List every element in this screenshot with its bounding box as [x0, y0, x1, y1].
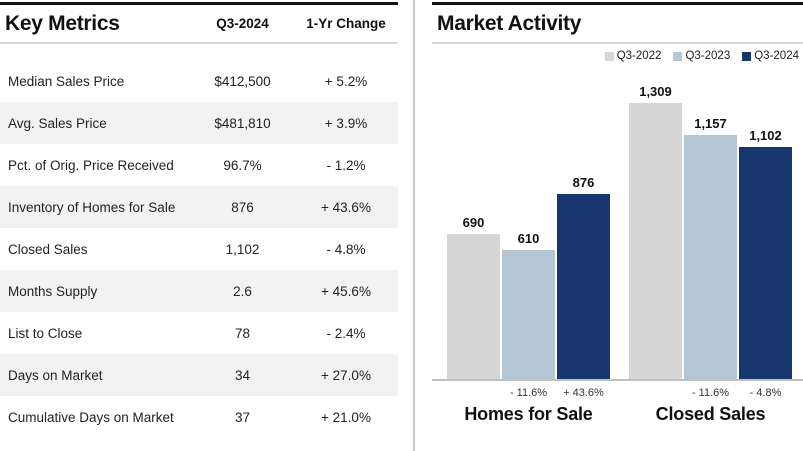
- key-metrics-title: Key Metrics: [5, 11, 120, 35]
- metric-value: 37: [234, 409, 251, 425]
- metric-label: Inventory of Homes for Sale: [8, 199, 176, 215]
- bar-pct-change: + 43.6%: [563, 387, 604, 399]
- header-underline: [432, 42, 803, 44]
- metric-label: Pct. of Orig. Price Received: [8, 157, 174, 173]
- bar-value-label: 1,309: [639, 84, 672, 99]
- metric-value: 2.6: [233, 283, 252, 299]
- table-row: Cumulative Days on Market 37 + 21.0%: [0, 396, 398, 438]
- metric-change: - 4.8%: [326, 241, 366, 257]
- metric-value: 1,102: [225, 241, 260, 257]
- market-activity-panel: Market Activity Q3-2022 Q3-2023 Q3-2024 …: [432, 0, 803, 425]
- metric-change: + 27.0%: [321, 367, 371, 383]
- metric-value: 78: [234, 325, 251, 341]
- bar-value-label: 1,102: [749, 128, 782, 143]
- table-row: Closed Sales 1,102 - 4.8%: [0, 228, 398, 270]
- market-activity-title: Market Activity: [437, 11, 582, 35]
- metric-label: Avg. Sales Price: [8, 115, 107, 131]
- metric-label: Closed Sales: [8, 241, 88, 257]
- bar-pct-change: - 11.6%: [509, 387, 548, 399]
- table-row: Median Sales Price $412,500 + 5.2%: [0, 60, 398, 102]
- top-accent-bar: [0, 2, 398, 5]
- bar-group: 1,309 1,157 1,102 - 11.6% - 4.8% Closed S…: [629, 66, 792, 425]
- category-label: Closed Sales: [655, 404, 766, 424]
- metric-label: Cumulative Days on Market: [8, 409, 174, 425]
- key-metrics-panel: Key Metrics Q3-2024 1-Yr Change Median S…: [0, 0, 398, 438]
- legend-label: Q3-2023: [685, 50, 731, 62]
- metric-label: Months Supply: [8, 283, 98, 299]
- metric-value: 876: [231, 199, 254, 215]
- vertical-divider: [413, 0, 415, 451]
- metric-value: $412,500: [214, 73, 271, 89]
- header-underline: [0, 42, 398, 44]
- group-bars: 690 610 876: [447, 66, 610, 379]
- table-row: Days on Market 34 + 27.0%: [0, 354, 398, 396]
- table-row: Pct. of Orig. Price Received 96.7% - 1.2…: [0, 144, 398, 186]
- metric-change: + 5.2%: [324, 73, 368, 89]
- legend-item: Q3-2024: [742, 50, 799, 62]
- bar-pct-change: - 4.8%: [749, 387, 782, 399]
- x-axis-line: [432, 379, 803, 381]
- metric-change: + 21.0%: [321, 409, 371, 425]
- legend-label: Q3-2024: [754, 50, 799, 62]
- metric-value: 96.7%: [223, 157, 262, 173]
- bar-cell: 690: [447, 215, 500, 379]
- group-pct-changes: - 11.6% - 4.8%: [629, 387, 792, 399]
- chart-legend: Q3-2022 Q3-2023 Q3-2024: [432, 46, 803, 66]
- metric-label: Median Sales Price: [8, 73, 125, 89]
- bar: [629, 103, 682, 379]
- bar: [502, 250, 555, 379]
- bar: [557, 194, 610, 379]
- metric-change: + 45.6%: [321, 283, 371, 299]
- table-row: List to Close 78 - 2.4%: [0, 312, 398, 354]
- metric-label: List to Close: [8, 325, 83, 341]
- bar-value-label: 610: [517, 231, 540, 246]
- bar-cell: 876: [557, 175, 610, 379]
- bar: [739, 147, 792, 379]
- bar-chart: 690 610 876 - 11.6% + 43.6% Homes for Sal…: [432, 66, 803, 425]
- bar-group: 690 610 876 - 11.6% + 43.6% Homes for Sal…: [447, 66, 610, 425]
- bar-cell: 1,309: [629, 84, 682, 379]
- legend-swatch-icon: [742, 51, 752, 61]
- legend-item: Q3-2023: [673, 50, 730, 62]
- bar: [684, 135, 737, 379]
- bar-cell: 1,157: [684, 116, 737, 379]
- legend-swatch-icon: [604, 51, 614, 61]
- table-row: Inventory of Homes for Sale 876 + 43.6%: [0, 186, 398, 228]
- legend-label: Q3-2022: [616, 50, 662, 62]
- column-header-change: 1-Yr Change: [306, 16, 386, 31]
- key-metrics-rows: Median Sales Price $412,500 + 5.2% Avg. …: [0, 60, 398, 438]
- bar-value-label: 690: [462, 215, 485, 230]
- bar-pct-change: [447, 387, 500, 399]
- table-row: Months Supply 2.6 + 45.6%: [0, 270, 398, 312]
- legend-swatch-icon: [673, 51, 683, 61]
- table-row: Avg. Sales Price $481,810 + 3.9%: [0, 102, 398, 144]
- bar-pct-change: [629, 387, 682, 399]
- metric-value: $481,810: [214, 115, 271, 131]
- metric-change: - 2.4%: [326, 325, 366, 341]
- bar-value-label: 1,157: [694, 116, 727, 131]
- legend-item: Q3-2022: [604, 50, 662, 62]
- bar-pct-change: - 11.6%: [691, 387, 730, 399]
- bar: [447, 234, 500, 379]
- metric-value: 34: [234, 367, 251, 383]
- top-accent-bar: [432, 2, 803, 5]
- bar-cell: 1,102: [739, 128, 792, 379]
- category-label: Homes for Sale: [464, 404, 593, 424]
- metric-change: + 43.6%: [321, 199, 371, 215]
- group-pct-changes: - 11.6% + 43.6%: [447, 387, 610, 399]
- column-header-period: Q3-2024: [216, 16, 269, 31]
- bar-cell: 610: [502, 231, 555, 379]
- key-metrics-header: Key Metrics Q3-2024 1-Yr Change: [0, 5, 398, 42]
- group-bars: 1,309 1,157 1,102: [629, 66, 792, 379]
- metric-label: Days on Market: [8, 367, 103, 383]
- metric-change: + 3.9%: [324, 115, 368, 131]
- bar-value-label: 876: [572, 175, 595, 190]
- metric-change: - 1.2%: [326, 157, 366, 173]
